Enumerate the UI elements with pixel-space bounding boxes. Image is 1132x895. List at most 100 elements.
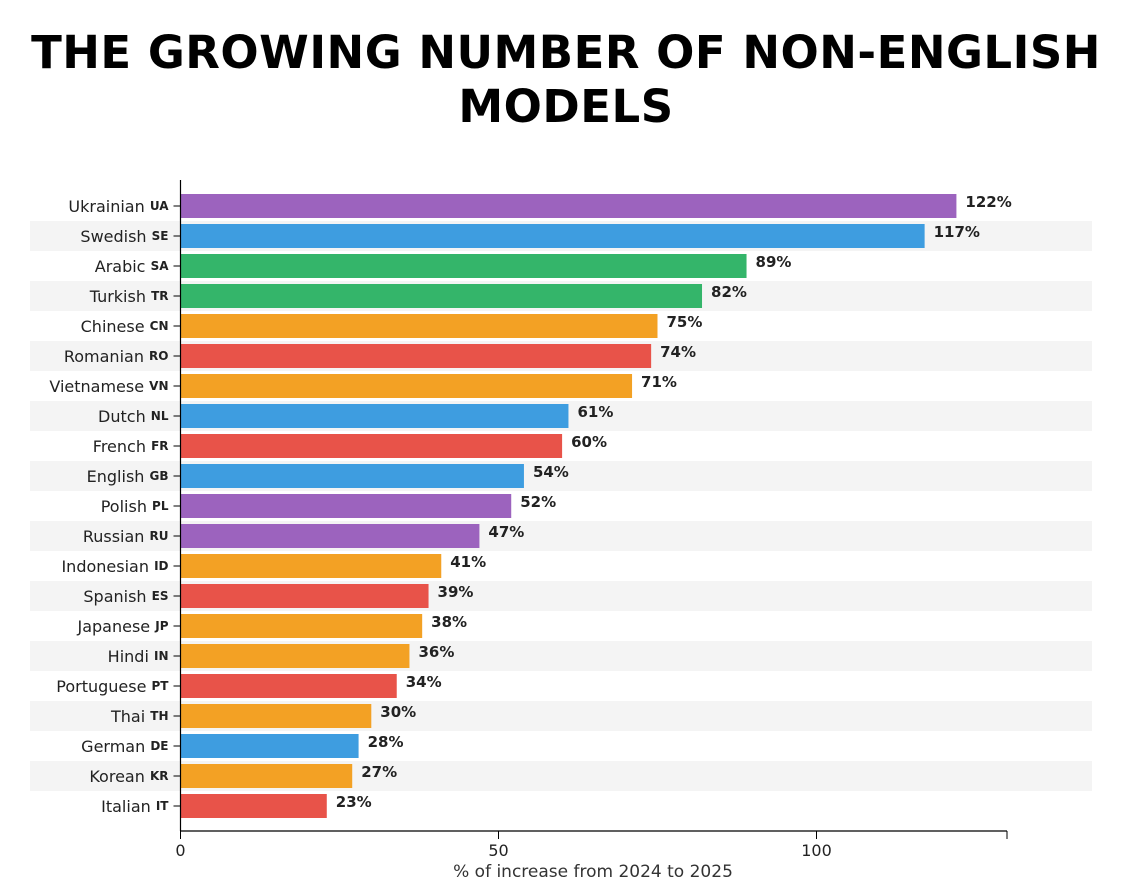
value-label: 34% xyxy=(406,673,442,691)
category-name: Japanese xyxy=(77,617,156,636)
y-tick-label: Thai TH xyxy=(110,707,168,726)
category-name: Russian xyxy=(83,527,150,546)
x-tick-label: 100 xyxy=(801,841,832,860)
category-name: Hindi xyxy=(108,647,154,666)
country-code: TR xyxy=(151,289,168,303)
value-label: 117% xyxy=(934,223,980,241)
country-code: ID xyxy=(154,559,168,573)
category-name: Chinese xyxy=(81,317,150,336)
bar-ro xyxy=(180,344,652,368)
category-name: Polish xyxy=(101,497,152,516)
y-tick-label: Chinese CN xyxy=(81,317,169,336)
y-tick-label: Korean KR xyxy=(89,767,168,786)
bar-jp xyxy=(180,614,423,638)
y-tick-label: Portuguese PT xyxy=(56,677,169,696)
y-tick-label: Vietnamese VN xyxy=(49,377,168,396)
y-tick-label: Ukrainian UA xyxy=(68,197,169,216)
bar-it xyxy=(180,794,327,818)
y-tick-label: Arabic SA xyxy=(95,257,169,276)
country-code: PL xyxy=(152,499,169,513)
country-code: FR xyxy=(151,439,168,453)
value-label: 47% xyxy=(488,523,524,541)
y-tick-label: Indonesian ID xyxy=(61,557,168,576)
y-tick-label: Hindi IN xyxy=(108,647,169,666)
bar-de xyxy=(180,734,359,758)
category-name: Korean xyxy=(89,767,150,786)
y-tick-label: Dutch NL xyxy=(98,407,169,426)
country-code: PT xyxy=(152,679,170,693)
country-code: UA xyxy=(150,199,169,213)
bar-tr xyxy=(180,284,703,308)
value-label: 36% xyxy=(418,643,454,661)
value-label: 54% xyxy=(533,463,569,481)
y-tick-label: English GB xyxy=(87,467,169,486)
category-name: English xyxy=(87,467,150,486)
bar-pl xyxy=(180,494,512,518)
bar-pt xyxy=(180,674,397,698)
category-name: Swedish xyxy=(80,227,151,246)
bar-fr xyxy=(180,434,563,458)
bar-se xyxy=(180,224,925,248)
country-code: IT xyxy=(156,799,169,813)
country-code: GB xyxy=(150,469,169,483)
bar-gb xyxy=(180,464,524,488)
y-tick-label: Polish PL xyxy=(101,497,169,516)
value-label: 89% xyxy=(756,253,792,271)
y-tick-label: Turkish TR xyxy=(89,287,169,306)
bar-kr xyxy=(180,764,353,788)
y-tick-label: French FR xyxy=(93,437,169,456)
value-label: 82% xyxy=(711,283,747,301)
value-label: 71% xyxy=(641,373,677,391)
value-label: 122% xyxy=(965,193,1011,211)
category-name: Spanish xyxy=(83,587,151,606)
value-label: 41% xyxy=(450,553,486,571)
country-code: CN xyxy=(150,319,169,333)
country-code: RO xyxy=(149,349,168,363)
country-code: JP xyxy=(154,619,168,633)
category-name: Arabic xyxy=(95,257,151,276)
bar-nl xyxy=(180,404,569,428)
y-tick-label: Spanish ES xyxy=(83,587,168,606)
category-name: Portuguese xyxy=(56,677,151,696)
country-code: DE xyxy=(150,739,168,753)
country-code: RU xyxy=(150,529,169,543)
country-code: KR xyxy=(150,769,169,783)
value-label: 28% xyxy=(368,733,404,751)
value-label: 75% xyxy=(667,313,703,331)
y-tick-label: Russian RU xyxy=(83,527,169,546)
bar-sa xyxy=(180,254,747,278)
labels: Ukrainian UA 122% Swedish SE 117% Arabic SA 8… xyxy=(49,193,1011,882)
value-label: 30% xyxy=(380,703,416,721)
category-name: Dutch xyxy=(98,407,151,426)
value-label: 74% xyxy=(660,343,696,361)
x-axis-label: % of increase from 2024 to 2025 xyxy=(453,862,733,882)
bar-id xyxy=(180,554,442,578)
y-tick-label: Swedish SE xyxy=(80,227,168,246)
country-code: SA xyxy=(151,259,170,273)
value-label: 27% xyxy=(361,763,397,781)
bar-vn xyxy=(180,374,633,398)
value-label: 60% xyxy=(571,433,607,451)
x-tick-label: 0 xyxy=(175,841,185,860)
bar-in xyxy=(180,644,410,668)
category-name: Thai xyxy=(110,707,150,726)
category-name: Ukrainian xyxy=(68,197,149,216)
x-tick-label: 50 xyxy=(488,841,508,860)
y-tick-label: Japanese JP xyxy=(77,617,169,636)
value-label: 38% xyxy=(431,613,467,631)
value-label: 52% xyxy=(520,493,556,511)
y-tick-label: Romanian RO xyxy=(64,347,169,366)
country-code: IN xyxy=(154,649,169,663)
category-name: German xyxy=(81,737,150,756)
country-code: TH xyxy=(150,709,168,723)
y-tick-label: Italian IT xyxy=(101,797,169,816)
bar-th xyxy=(180,704,372,728)
chart-title: THE GROWING NUMBER OF NON-ENGLISH MODELS xyxy=(31,26,1101,133)
bar-es xyxy=(180,584,429,608)
category-name: French xyxy=(93,437,151,456)
y-tick-label: German DE xyxy=(81,737,168,756)
bar-cn xyxy=(180,314,658,338)
category-name: Italian xyxy=(101,797,156,816)
value-label: 61% xyxy=(577,403,613,421)
